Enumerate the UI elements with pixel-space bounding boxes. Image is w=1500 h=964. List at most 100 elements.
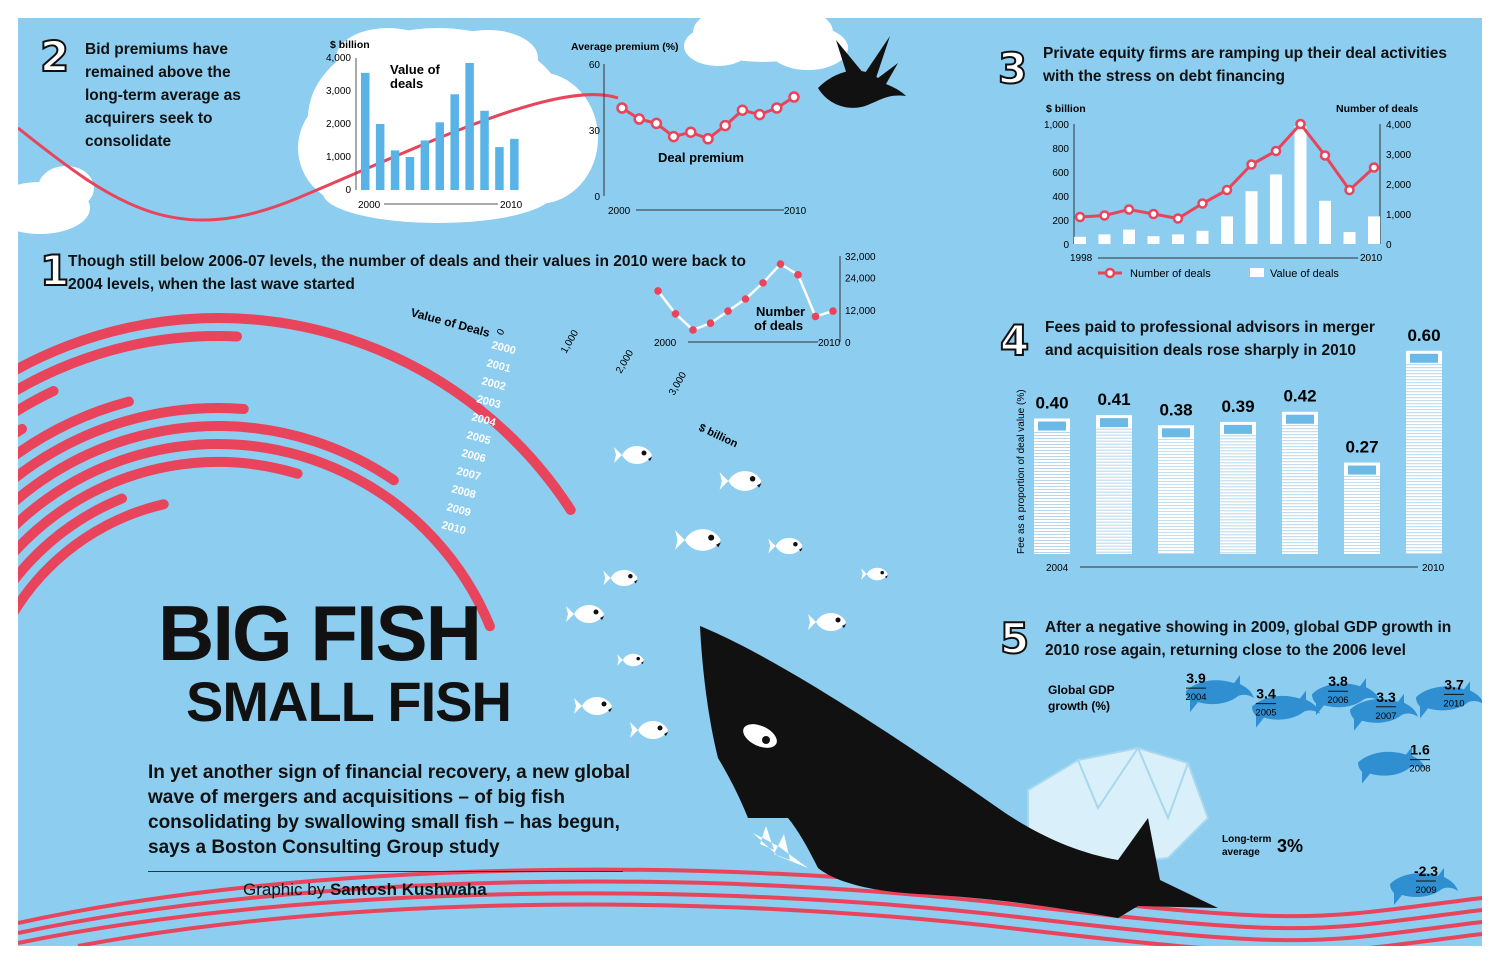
bar2-bar-2001 — [375, 124, 385, 190]
small-fish-icon — [617, 653, 644, 667]
pe-xend: 2010 — [1360, 253, 1383, 264]
arc-label-2007: 2007 — [455, 465, 482, 483]
arc-2001 — [18, 331, 243, 396]
small-fish-eye — [636, 656, 640, 661]
line1-point-2003 — [706, 319, 715, 327]
gdp-value-2010: 3.7 — [1444, 676, 1464, 692]
line2-point-2004 — [685, 126, 697, 138]
value-of-deals-bar-chart: $ billion 0 1,000 2,000 3,000 4,000 Value ofde… — [326, 39, 523, 211]
pe-yleft-tick: 200 — [1052, 216, 1069, 227]
small-fish-eye — [657, 725, 663, 731]
arc-2005 — [18, 403, 249, 482]
arc-2000 — [18, 313, 576, 515]
small-fish-eye — [708, 534, 715, 541]
infographic-art: $ billion 0 1,000 2,000 3,000 4,000 Value ofde… — [18, 18, 1482, 946]
line2-point-2000 — [616, 102, 628, 114]
small-fish-eye — [793, 541, 798, 547]
arc-2006 — [18, 421, 399, 506]
pe-yleft-tick: 400 — [1052, 192, 1069, 203]
small-fish-eye — [593, 609, 599, 615]
pe-bar-2001 — [1147, 236, 1160, 244]
fee-bar-cap — [1100, 418, 1128, 428]
pe-bar-1998 — [1074, 236, 1086, 244]
small-fish-icon — [566, 605, 604, 623]
line1-point-2002 — [689, 326, 697, 334]
fee-bar-2009 — [1344, 462, 1380, 554]
arc-label-2009: 2009 — [445, 501, 472, 519]
small-fish-body — [566, 605, 604, 623]
small-fish-eye — [880, 570, 884, 575]
sky-curve — [18, 93, 619, 222]
line2-point-2005 — [702, 133, 714, 145]
line1-ytick: 24,000 — [845, 274, 876, 285]
credit-name: Santosh Kushwaha — [329, 880, 487, 899]
dolphin-icon — [1416, 681, 1482, 719]
small-fish-mouth — [600, 616, 604, 620]
arc-label-2006: 2006 — [460, 447, 487, 465]
bar2-xend: 2010 — [500, 200, 523, 211]
line2-point-2009 — [771, 102, 783, 114]
fee-bar-cap — [1286, 414, 1314, 424]
line1-ytick: 0 — [845, 338, 851, 349]
fee-bar-2006 — [1158, 425, 1194, 554]
gdp-year-2008: 2008 — [1409, 764, 1430, 775]
bar2-ytick: 4,000 — [326, 53, 351, 64]
dolphin-icon — [1252, 690, 1320, 728]
line1-point-2010 — [829, 307, 837, 315]
small-fish-body — [630, 721, 668, 739]
fee-value-2010: 0.60 — [1407, 326, 1440, 345]
small-fish-icon — [861, 567, 888, 581]
pe-bar-2005 — [1245, 191, 1258, 244]
line2-point-2008 — [753, 108, 766, 121]
dolphin-icon — [1390, 868, 1458, 905]
fee-value-2007: 0.39 — [1221, 397, 1254, 416]
pe-point-2010 — [1368, 162, 1380, 173]
pe-yleft-tick: 0 — [1063, 240, 1069, 251]
line1-point-2006 — [759, 279, 767, 287]
arc-unit: $ billion — [697, 422, 740, 451]
pe-point-2008 — [1319, 150, 1331, 161]
gdp-value-2008: 1.6 — [1410, 742, 1430, 758]
arc-label-2001: 2001 — [485, 357, 512, 375]
line1-point-2007 — [776, 260, 785, 268]
pe-bar-2000 — [1123, 229, 1135, 244]
small-fish-eye — [628, 573, 633, 579]
gdp-value-2007: 3.3 — [1376, 689, 1396, 705]
small-fish-body — [768, 537, 803, 555]
pe-bar-2009 — [1343, 232, 1356, 244]
bird-icon — [818, 36, 906, 108]
line2-ytick: 30 — [589, 126, 601, 137]
small-fish-icon — [675, 529, 721, 551]
pe-yleft-tick: 800 — [1052, 144, 1069, 155]
line1-series-label: Number — [756, 304, 805, 319]
small-fish-eye — [641, 450, 647, 456]
line1-point-2001 — [671, 309, 680, 318]
line2-series — [621, 95, 795, 141]
small-fish-mouth — [842, 624, 846, 628]
gdp-year-2009: 2009 — [1415, 885, 1436, 896]
gdp-value-2004: 3.9 — [1186, 670, 1206, 686]
private-equity-chart: $ billion Number of deals 0 200 400 600 800 1,0… — [1044, 103, 1418, 280]
arc-scale-tick: 1,000 — [559, 328, 581, 356]
pe-point-2005 — [1246, 159, 1257, 170]
dolphin-icon — [1358, 746, 1426, 784]
line1-point-2008 — [794, 271, 802, 279]
arc-label-2010: 2010 — [440, 519, 467, 537]
bar2-bar-2004 — [420, 140, 430, 190]
section-1-number: 1 — [39, 246, 70, 295]
credit-prefix: Graphic by — [243, 880, 326, 899]
bar2-ytick: 1,000 — [326, 152, 351, 163]
section-4-text: Fees paid to professional advisors in me… — [1045, 319, 1375, 359]
small-fish-eye — [835, 617, 841, 623]
pe-yright-tick: 3,000 — [1386, 150, 1411, 161]
pe-legend-bar-swatch — [1250, 268, 1264, 277]
arc-title: Value of Deals — [409, 305, 492, 340]
small-fish-icon — [603, 569, 638, 587]
small-fish-icon — [574, 697, 612, 715]
pe-bar-2003 — [1196, 230, 1209, 244]
fee-bar-cap — [1348, 465, 1376, 475]
line1-point-2004 — [724, 307, 732, 315]
small-fish-body — [574, 697, 612, 715]
gdp-value-2006: 3.8 — [1328, 673, 1348, 689]
line2-ytick: 60 — [589, 60, 601, 71]
